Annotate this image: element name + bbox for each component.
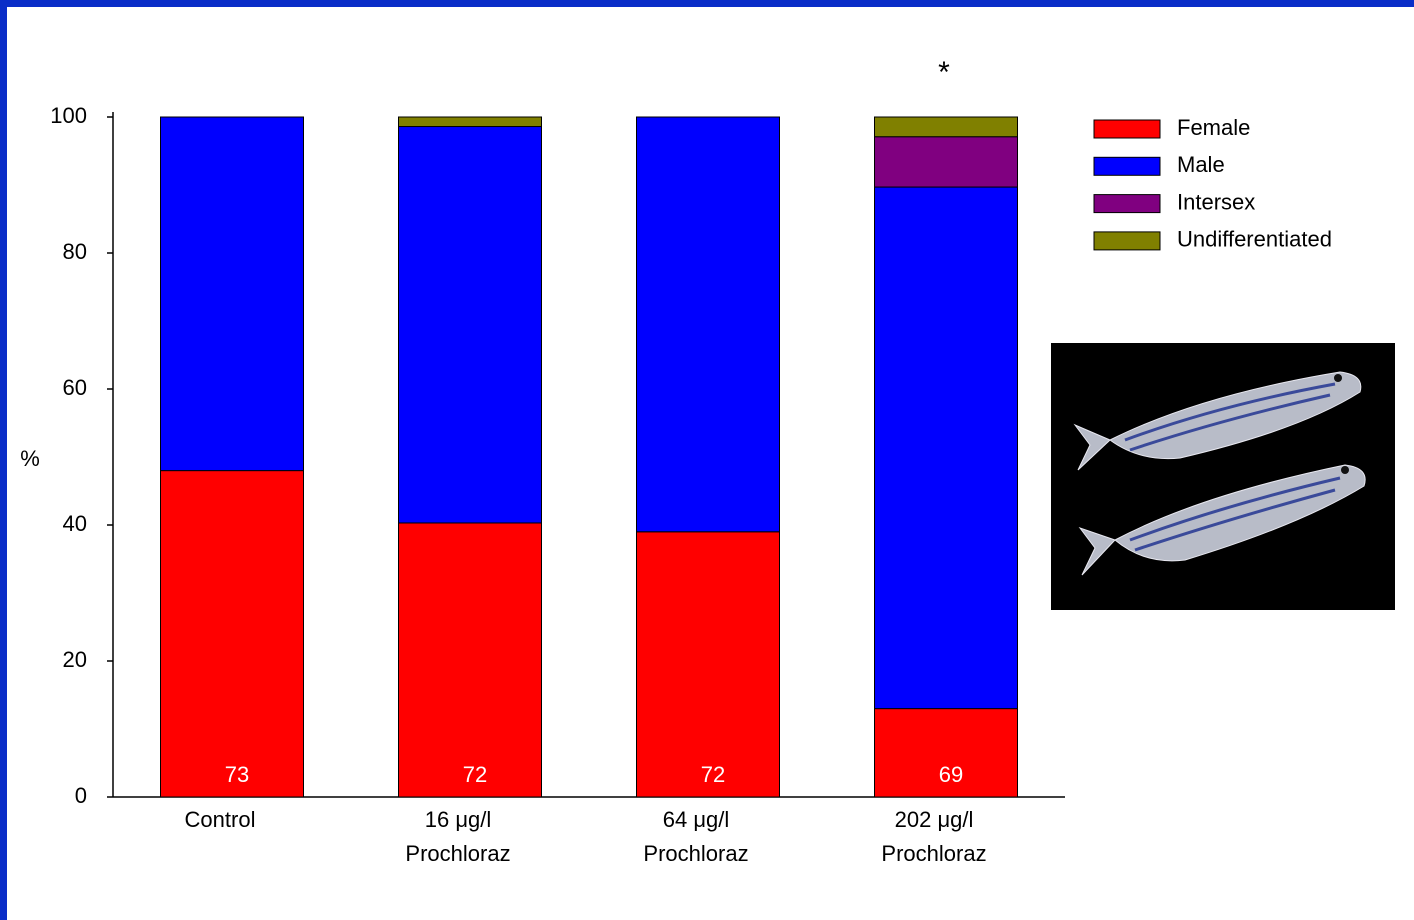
sample-size-label: 72 — [701, 762, 725, 787]
bar-segment — [874, 708, 1018, 798]
y-tick-label: 20 — [63, 647, 87, 672]
legend-label: Intersex — [1177, 189, 1255, 214]
bar-segment — [160, 470, 304, 798]
bar-segment — [398, 522, 542, 798]
y-tick-label: 60 — [63, 375, 87, 400]
y-axis-label: % — [20, 446, 40, 471]
x-tick-label: Control — [185, 807, 256, 832]
legend-label: Undifferentiated — [1177, 227, 1332, 252]
bar-segment — [636, 116, 780, 533]
photo — [1051, 343, 1395, 610]
x-tick-label: 16 μg/l Prochloraz — [405, 807, 510, 866]
y-tick-label: 0 — [75, 783, 87, 808]
bar-segment — [398, 116, 542, 128]
legend-label: Female — [1177, 115, 1250, 140]
sample-size-label: 72 — [463, 762, 487, 787]
x-tick-label: 202 μg/l Prochloraz — [881, 807, 986, 866]
legend-swatch — [1093, 194, 1161, 214]
bar-segment — [160, 116, 304, 472]
bar-segment — [874, 186, 1018, 710]
bar-segment — [636, 531, 780, 798]
bar-segment — [874, 136, 1018, 188]
x-tick-label: 64 μg/l Prochloraz — [643, 807, 748, 866]
y-tick-label: 100 — [50, 103, 87, 128]
sample-size-label: 69 — [939, 762, 963, 787]
sample-size-label: 73 — [225, 762, 249, 787]
legend-swatch — [1093, 156, 1161, 176]
legend-label: Male — [1177, 152, 1225, 177]
bar-segment — [874, 116, 1018, 138]
legend-swatch — [1093, 231, 1161, 251]
y-tick-label: 80 — [63, 239, 87, 264]
legend-swatch — [1093, 119, 1161, 139]
bar-segment — [398, 126, 542, 524]
y-tick-label: 40 — [63, 511, 87, 536]
annotation: * — [938, 56, 950, 89]
